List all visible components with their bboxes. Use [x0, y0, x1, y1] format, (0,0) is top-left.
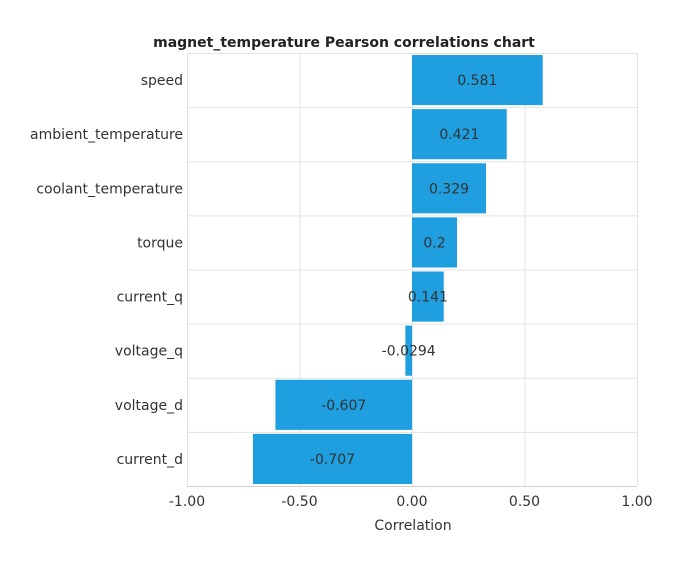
data-label-coolant_temperature: 0.329	[429, 181, 469, 197]
category-label-torque: torque	[137, 235, 183, 251]
x-tick-label-1: -0.50	[281, 494, 317, 510]
data-label-voltage_d: -0.607	[321, 398, 366, 414]
x-tick-label-0: -1.00	[169, 494, 205, 510]
category-label-coolant_temperature: coolant_temperature	[36, 181, 183, 197]
category-label-current_d: current_d	[117, 452, 183, 468]
bar-current_q	[412, 271, 444, 322]
data-label-speed: 0.581	[457, 73, 497, 89]
bar-voltage_d	[275, 379, 412, 430]
category-label-voltage_d: voltage_d	[115, 398, 183, 414]
data-label-current_q: 0.141	[408, 290, 448, 306]
x-tick-labels: -1.00 -0.50 0.00 0.50 1.00	[169, 494, 653, 510]
x-axis-title: Correlation	[374, 518, 451, 534]
data-label-current_d: -0.707	[310, 452, 355, 468]
data-label-torque: 0.2	[423, 235, 445, 251]
bar-torque	[412, 217, 457, 268]
category-labels: speed ambient_temperature coolant_temperat…	[30, 73, 183, 468]
bar-coolant_temperature	[412, 163, 487, 214]
bar-voltage_q	[405, 325, 412, 376]
bar-current_d	[252, 433, 412, 484]
category-label-speed: speed	[141, 73, 183, 89]
data-label-ambient_temperature: 0.421	[439, 127, 479, 143]
bar-ambient_temperature	[412, 109, 507, 160]
x-tick-label-3: 0.50	[509, 494, 540, 510]
x-tick-label-2: 0.00	[396, 494, 427, 510]
category-label-current_q: current_q	[117, 290, 183, 306]
bar-speed	[412, 55, 543, 106]
data-labels: 0.581 0.421 0.329 0.2 0.141 -0.0294 -0.607 -0.7…	[310, 73, 498, 468]
grid-lines	[187, 53, 638, 487]
category-label-voltage_q: voltage_q	[115, 344, 183, 360]
category-label-ambient_temperature: ambient_temperature	[30, 127, 183, 143]
chart-title: magnet_temperature Pearson correlations …	[153, 35, 535, 51]
data-label-voltage_q: -0.0294	[382, 344, 436, 360]
x-tick-label-4: 1.00	[621, 494, 652, 510]
bars	[252, 55, 543, 484]
